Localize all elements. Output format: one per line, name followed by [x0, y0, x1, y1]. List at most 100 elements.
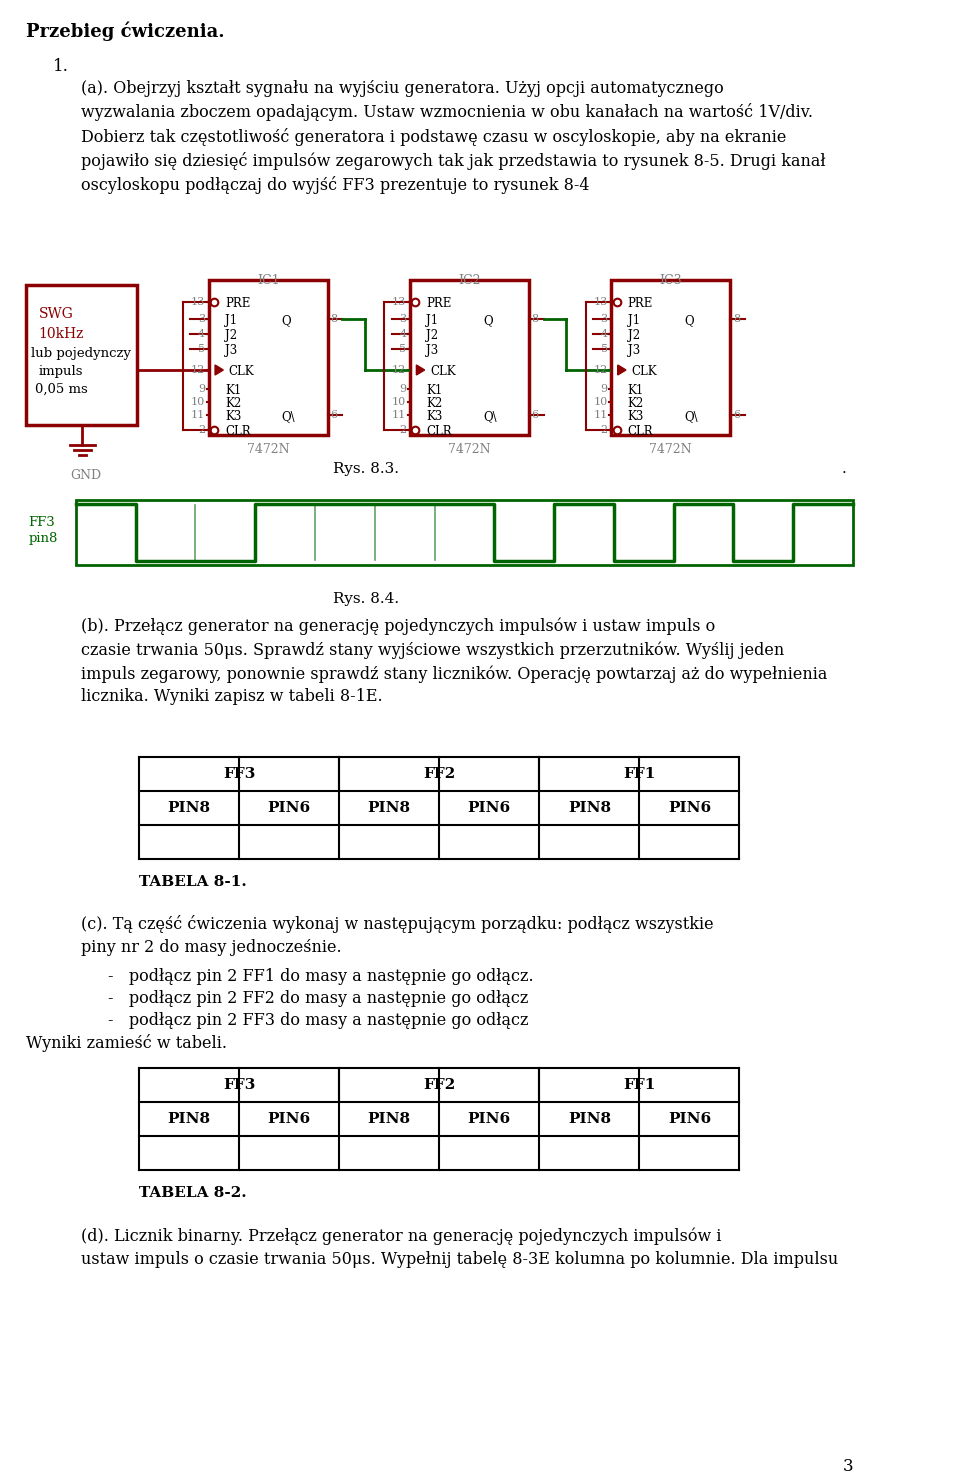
Text: 5: 5 [399, 343, 406, 354]
Text: FF1: FF1 [623, 1077, 656, 1092]
Text: -   podłącz pin 2 FF3 do masy a następnie go odłącz: - podłącz pin 2 FF3 do masy a następnie … [108, 1012, 529, 1029]
Text: 12: 12 [392, 366, 406, 374]
Text: 3: 3 [399, 314, 406, 324]
Text: CLR: CLR [226, 425, 251, 438]
Text: PIN8: PIN8 [567, 801, 611, 815]
Text: 3: 3 [198, 314, 205, 324]
Text: CLK: CLK [632, 366, 657, 377]
Text: J2: J2 [426, 329, 439, 342]
Text: J3: J3 [226, 343, 237, 357]
Text: 5: 5 [198, 343, 205, 354]
Text: TABELA 8-2.: TABELA 8-2. [139, 1185, 247, 1200]
Text: 8: 8 [733, 314, 740, 324]
Text: PIN8: PIN8 [368, 801, 411, 815]
Text: J1: J1 [226, 314, 237, 327]
Text: K3: K3 [426, 410, 443, 423]
Text: (b). Przełącz generator na generację pojedynczych impulsów i ustaw impuls o
czas: (b). Przełącz generator na generację poj… [81, 619, 827, 706]
Text: PIN8: PIN8 [168, 1111, 210, 1126]
Text: K2: K2 [628, 397, 644, 410]
Text: (c). Tą część ćwiczenia wykonaj w następującym porządku: podłącz wszystkie
piny : (c). Tą część ćwiczenia wykonaj w następ… [81, 915, 713, 956]
Bar [76, 500, 852, 565]
Text: FF2: FF2 [423, 767, 455, 781]
Text: IC2: IC2 [458, 274, 481, 287]
Polygon shape [417, 366, 424, 374]
Text: 13: 13 [593, 297, 608, 306]
Text: Q\: Q\ [483, 410, 497, 423]
Text: PIN6: PIN6 [268, 1111, 311, 1126]
Text: 8: 8 [330, 314, 338, 324]
Text: 7472N: 7472N [247, 443, 290, 456]
Text: 0,05 ms: 0,05 ms [35, 383, 87, 397]
Text: Wyniki zamieść w tabeli.: Wyniki zamieść w tabeli. [26, 1035, 227, 1052]
Text: 10: 10 [593, 397, 608, 407]
Text: K1: K1 [628, 383, 644, 397]
Text: PRE: PRE [226, 297, 251, 309]
Text: PIN8: PIN8 [567, 1111, 611, 1126]
Text: FF3: FF3 [29, 517, 55, 528]
Text: PIN6: PIN6 [268, 801, 311, 815]
Text: 4: 4 [601, 329, 608, 339]
Bar [612, 280, 731, 435]
Text: Q\: Q\ [282, 410, 296, 423]
Text: 6: 6 [733, 410, 740, 420]
Text: 12: 12 [191, 366, 205, 374]
Text: Q\: Q\ [684, 410, 698, 423]
Text: K2: K2 [226, 397, 241, 410]
Text: 9: 9 [399, 383, 406, 394]
Text: K3: K3 [628, 410, 644, 423]
Text: J1: J1 [628, 314, 640, 327]
Text: (a). Obejrzyj kształt sygnału na wyjściu generatora. Użyj opcji automatycznego
w: (a). Obejrzyj kształt sygnału na wyjściu… [81, 80, 826, 194]
Text: 13: 13 [392, 297, 406, 306]
Text: lub pojedynczy: lub pojedynczy [31, 346, 132, 360]
Text: 2: 2 [399, 425, 406, 435]
Text: 11: 11 [191, 410, 205, 420]
Text: PRE: PRE [628, 297, 653, 309]
Text: 9: 9 [601, 383, 608, 394]
Text: J2: J2 [628, 329, 640, 342]
Text: CLK: CLK [430, 366, 456, 377]
Text: impuls: impuls [38, 366, 83, 377]
Text: J1: J1 [426, 314, 439, 327]
Text: 12: 12 [593, 366, 608, 374]
Text: Przebieg ćwiczenia.: Przebieg ćwiczenia. [26, 22, 225, 41]
Text: 10: 10 [191, 397, 205, 407]
Text: SWG: SWG [38, 306, 73, 321]
Text: CLR: CLR [628, 425, 654, 438]
Text: 4: 4 [198, 329, 205, 339]
Bar [208, 280, 327, 435]
Text: 6: 6 [330, 410, 338, 420]
Text: GND: GND [70, 469, 102, 482]
Text: 2: 2 [198, 425, 205, 435]
Text: 3: 3 [601, 314, 608, 324]
Polygon shape [617, 366, 626, 374]
Text: PRE: PRE [426, 297, 452, 309]
Text: Q: Q [282, 314, 292, 327]
Text: J3: J3 [426, 343, 439, 357]
Text: PIN6: PIN6 [468, 1111, 511, 1126]
Text: J3: J3 [628, 343, 640, 357]
Text: 4: 4 [399, 329, 406, 339]
Polygon shape [215, 366, 224, 374]
Text: FF2: FF2 [423, 1077, 455, 1092]
Bar [26, 286, 137, 425]
Text: FF1: FF1 [623, 767, 656, 781]
Text: Q: Q [684, 314, 694, 327]
Text: IC1: IC1 [257, 274, 279, 287]
Text: 9: 9 [198, 383, 205, 394]
Text: Rys. 8.3.: Rys. 8.3. [333, 462, 399, 477]
Text: K1: K1 [226, 383, 241, 397]
Text: 5: 5 [601, 343, 608, 354]
Text: FF3: FF3 [223, 767, 255, 781]
Text: J2: J2 [226, 329, 237, 342]
Text: CLK: CLK [228, 366, 254, 377]
Text: IC3: IC3 [660, 274, 683, 287]
Text: K1: K1 [426, 383, 443, 397]
Text: 10kHz: 10kHz [38, 327, 84, 340]
Text: 13: 13 [191, 297, 205, 306]
Text: -   podłącz pin 2 FF2 do masy a następnie go odłącz: - podłącz pin 2 FF2 do masy a następnie … [108, 990, 528, 1006]
Text: -   podłącz pin 2 FF1 do masy a następnie go odłącz.: - podłącz pin 2 FF1 do masy a następnie … [108, 968, 534, 986]
Text: 1.: 1. [53, 58, 69, 75]
Text: 2: 2 [601, 425, 608, 435]
Text: Rys. 8.4.: Rys. 8.4. [333, 592, 399, 605]
Text: 3: 3 [842, 1458, 852, 1476]
